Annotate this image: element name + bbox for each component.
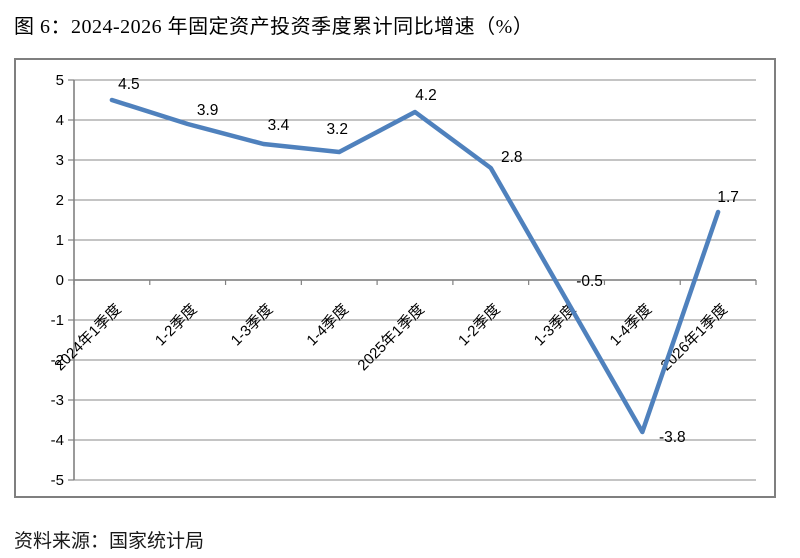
- data-label: 1.7: [717, 189, 739, 206]
- data-label: -0.5: [576, 273, 603, 290]
- x-axis-label: 1-2季度: [455, 301, 504, 350]
- data-label: 4.5: [118, 76, 140, 93]
- y-axis-label: -3: [51, 392, 64, 409]
- y-axis-label: 1: [56, 232, 64, 249]
- x-axis-label: 1-2季度: [152, 301, 201, 350]
- x-axis-label: 2026年1季度: [658, 301, 731, 374]
- x-axis-label: 1-4季度: [303, 301, 352, 350]
- x-axis-label: 1-3季度: [228, 301, 277, 350]
- y-axis-label: 0: [56, 272, 64, 289]
- data-label: 3.4: [268, 117, 290, 134]
- x-axis-label: 2025年1季度: [354, 301, 427, 374]
- data-label: 4.2: [415, 87, 437, 104]
- y-axis-label: 4: [56, 112, 64, 129]
- y-axis-label: 5: [56, 72, 64, 89]
- y-axis-label: -4: [51, 432, 64, 449]
- data-label: -3.8: [659, 429, 686, 446]
- data-label: 3.2: [326, 121, 348, 138]
- source-note: 资料来源：国家统计局: [14, 531, 205, 552]
- y-axis-label: -2: [51, 352, 64, 369]
- y-axis-label: -1: [51, 312, 64, 329]
- figure-title: 图 6：2024-2026 年固定资产投资季度累计同比增速（%）: [14, 16, 534, 38]
- chart-container: 5 4 3 2 1 0 -1 -2 -3 -4 -5 2024年1季度 1-2季度 1-3季度 1-4季度 2…: [14, 58, 776, 498]
- y-axis-label: 2: [56, 192, 64, 209]
- y-axis-label: -5: [51, 472, 64, 489]
- x-axis-label: 1-4季度: [607, 301, 656, 350]
- data-label: 3.9: [197, 102, 219, 119]
- data-label: 2.8: [501, 149, 523, 166]
- data-line: [109, 97, 721, 435]
- y-axis-label: 3: [56, 152, 64, 169]
